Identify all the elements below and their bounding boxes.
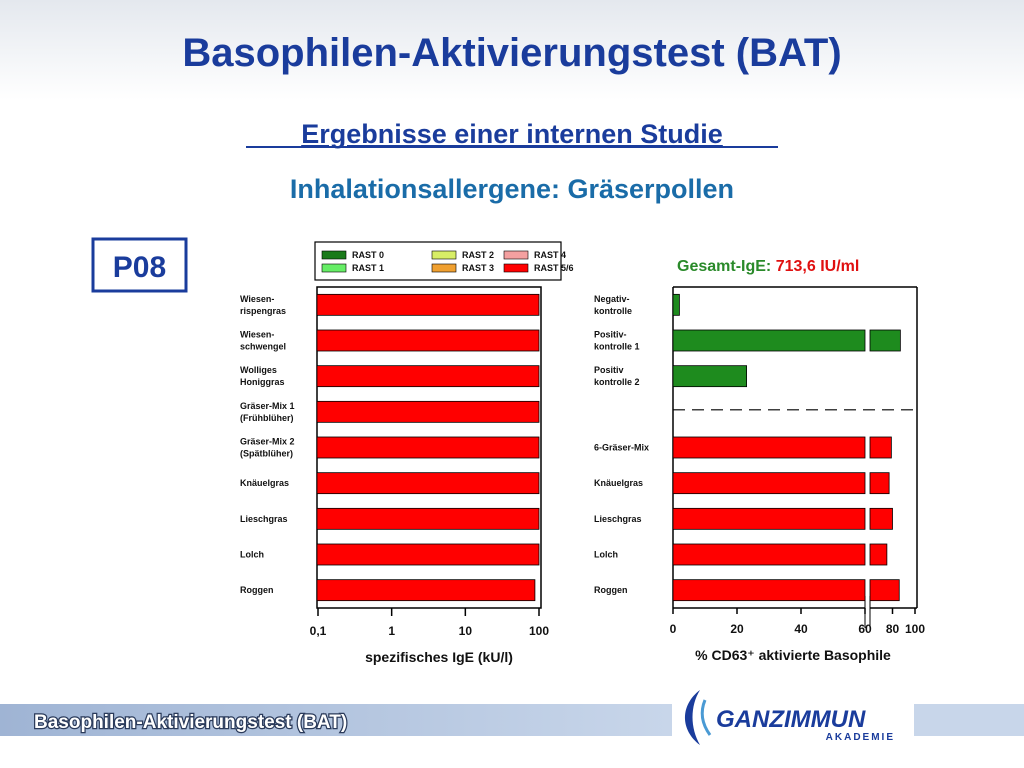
bar [672, 472, 866, 495]
bar [869, 507, 893, 530]
category-label: Roggen [240, 585, 274, 595]
bar [869, 329, 901, 352]
bar [869, 472, 890, 495]
bar [672, 293, 680, 316]
category-label: Lieschgras [240, 514, 288, 524]
category-label: (Spätblüher) [240, 449, 293, 459]
header-band [0, 0, 1024, 100]
category-label: Wiesen- [240, 330, 274, 340]
bar [316, 472, 540, 495]
x-tick-label: 10 [459, 624, 473, 638]
annotation: Gesamt-IgE: 713,6 IU/ml [677, 258, 859, 275]
category-label: (Frühblüher) [240, 413, 294, 423]
category-label: Positiv- [594, 330, 627, 340]
x-tick-label: 0,1 [310, 624, 327, 638]
category-label: schwengel [240, 342, 286, 352]
slide-heading: Inhalationsallergene: Gräserpollen [290, 174, 734, 204]
category-label: Lieschgras [594, 514, 642, 524]
slide-title: Basophilen-Aktivierungstest (BAT) [182, 31, 841, 75]
legend-label: RAST 5/6 [534, 263, 574, 273]
category-label: Gräser-Mix 1 [240, 401, 295, 411]
logo-sub: AKADEMIE [826, 732, 895, 743]
category-label: Negativ- [594, 294, 630, 304]
category-label: kontrolle 2 [594, 377, 640, 387]
bar [869, 579, 900, 602]
legend-label: RAST 3 [462, 263, 494, 273]
annotation-value: 713,6 IU/ml [776, 258, 860, 275]
footer-text: Basophilen-Aktivierungstest (BAT) [34, 712, 347, 733]
x-tick-label: 40 [794, 622, 808, 636]
legend-swatch [431, 263, 457, 273]
x-tick-label: 1 [388, 624, 395, 638]
slide-subtitle: Ergebnisse einer internen Studie [301, 119, 723, 149]
category-label: Positiv [594, 365, 624, 375]
bar [316, 579, 536, 602]
category-label: Lolch [594, 550, 618, 560]
category-label: Knäuelgras [240, 478, 289, 488]
category-label: Roggen [594, 585, 628, 595]
category-label: Wolliges [240, 365, 277, 375]
bar [869, 543, 888, 566]
x-tick-label: 0 [670, 622, 677, 636]
bar [316, 329, 540, 352]
bar [672, 543, 866, 566]
x-tick-label: 80 [886, 622, 900, 636]
category-label: kontrolle [594, 306, 632, 316]
category-label: kontrolle 1 [594, 342, 640, 352]
bar [869, 436, 892, 459]
charts: 0,1 1 10 100 spezifisches IgE (kU/l) Wiesen-r… [240, 241, 925, 665]
bar [316, 365, 540, 388]
category-label: Wiesen- [240, 294, 274, 304]
category-label: 6-Gräser-Mix [594, 443, 649, 453]
bar [672, 436, 866, 459]
x-tick-label: 100 [529, 624, 549, 638]
x-tick-label: 60 [858, 622, 872, 636]
logo-icon-arc [700, 699, 712, 736]
logo-brand-left: GANZ [716, 706, 785, 733]
bar [672, 579, 866, 602]
bar [316, 507, 540, 530]
x-axis-label: spezifisches IgE (kU/l) [365, 649, 513, 665]
patient-box [91, 237, 188, 293]
category-label: rispengras [240, 306, 286, 316]
category-label: Honiggras [240, 377, 285, 387]
logo-brand: GANZIMMUN [716, 706, 866, 733]
patient-label: P08 [113, 251, 166, 284]
logo-icon [685, 690, 700, 745]
bar [316, 400, 540, 423]
bar [316, 293, 540, 316]
legend-label: RAST 4 [534, 250, 566, 260]
x-axis-label: % CD63⁺ aktivierte Basophile [695, 647, 891, 663]
legend-label: RAST 2 [462, 250, 494, 260]
footer-band [0, 704, 672, 736]
bar [316, 543, 540, 566]
legend-swatch [503, 250, 529, 260]
category-label: Lolch [240, 550, 264, 560]
bar [672, 329, 866, 352]
legend-swatch [503, 263, 529, 273]
x-tick-label: 100 [905, 622, 925, 636]
legend: RAST 0 RAST 1 RAST 2 RAST 3 RAST 4 RAST 5/6 [314, 241, 574, 281]
legend-label: RAST 0 [352, 250, 384, 260]
logo-brand-right: IMMUN [784, 706, 866, 733]
legend-label: RAST 1 [352, 263, 384, 273]
bar [672, 507, 866, 530]
legend-swatch [431, 250, 457, 260]
footer-band-right [914, 704, 1024, 736]
legend-box [314, 241, 562, 281]
annotation-label: Gesamt-IgE: [677, 258, 771, 275]
category-label: Gräser-Mix 2 [240, 437, 295, 447]
legend-swatch [321, 250, 347, 260]
bar [316, 436, 540, 459]
x-tick-label: 20 [730, 622, 744, 636]
bar [672, 365, 747, 388]
legend-swatch [321, 263, 347, 273]
category-label: Knäuelgras [594, 478, 643, 488]
